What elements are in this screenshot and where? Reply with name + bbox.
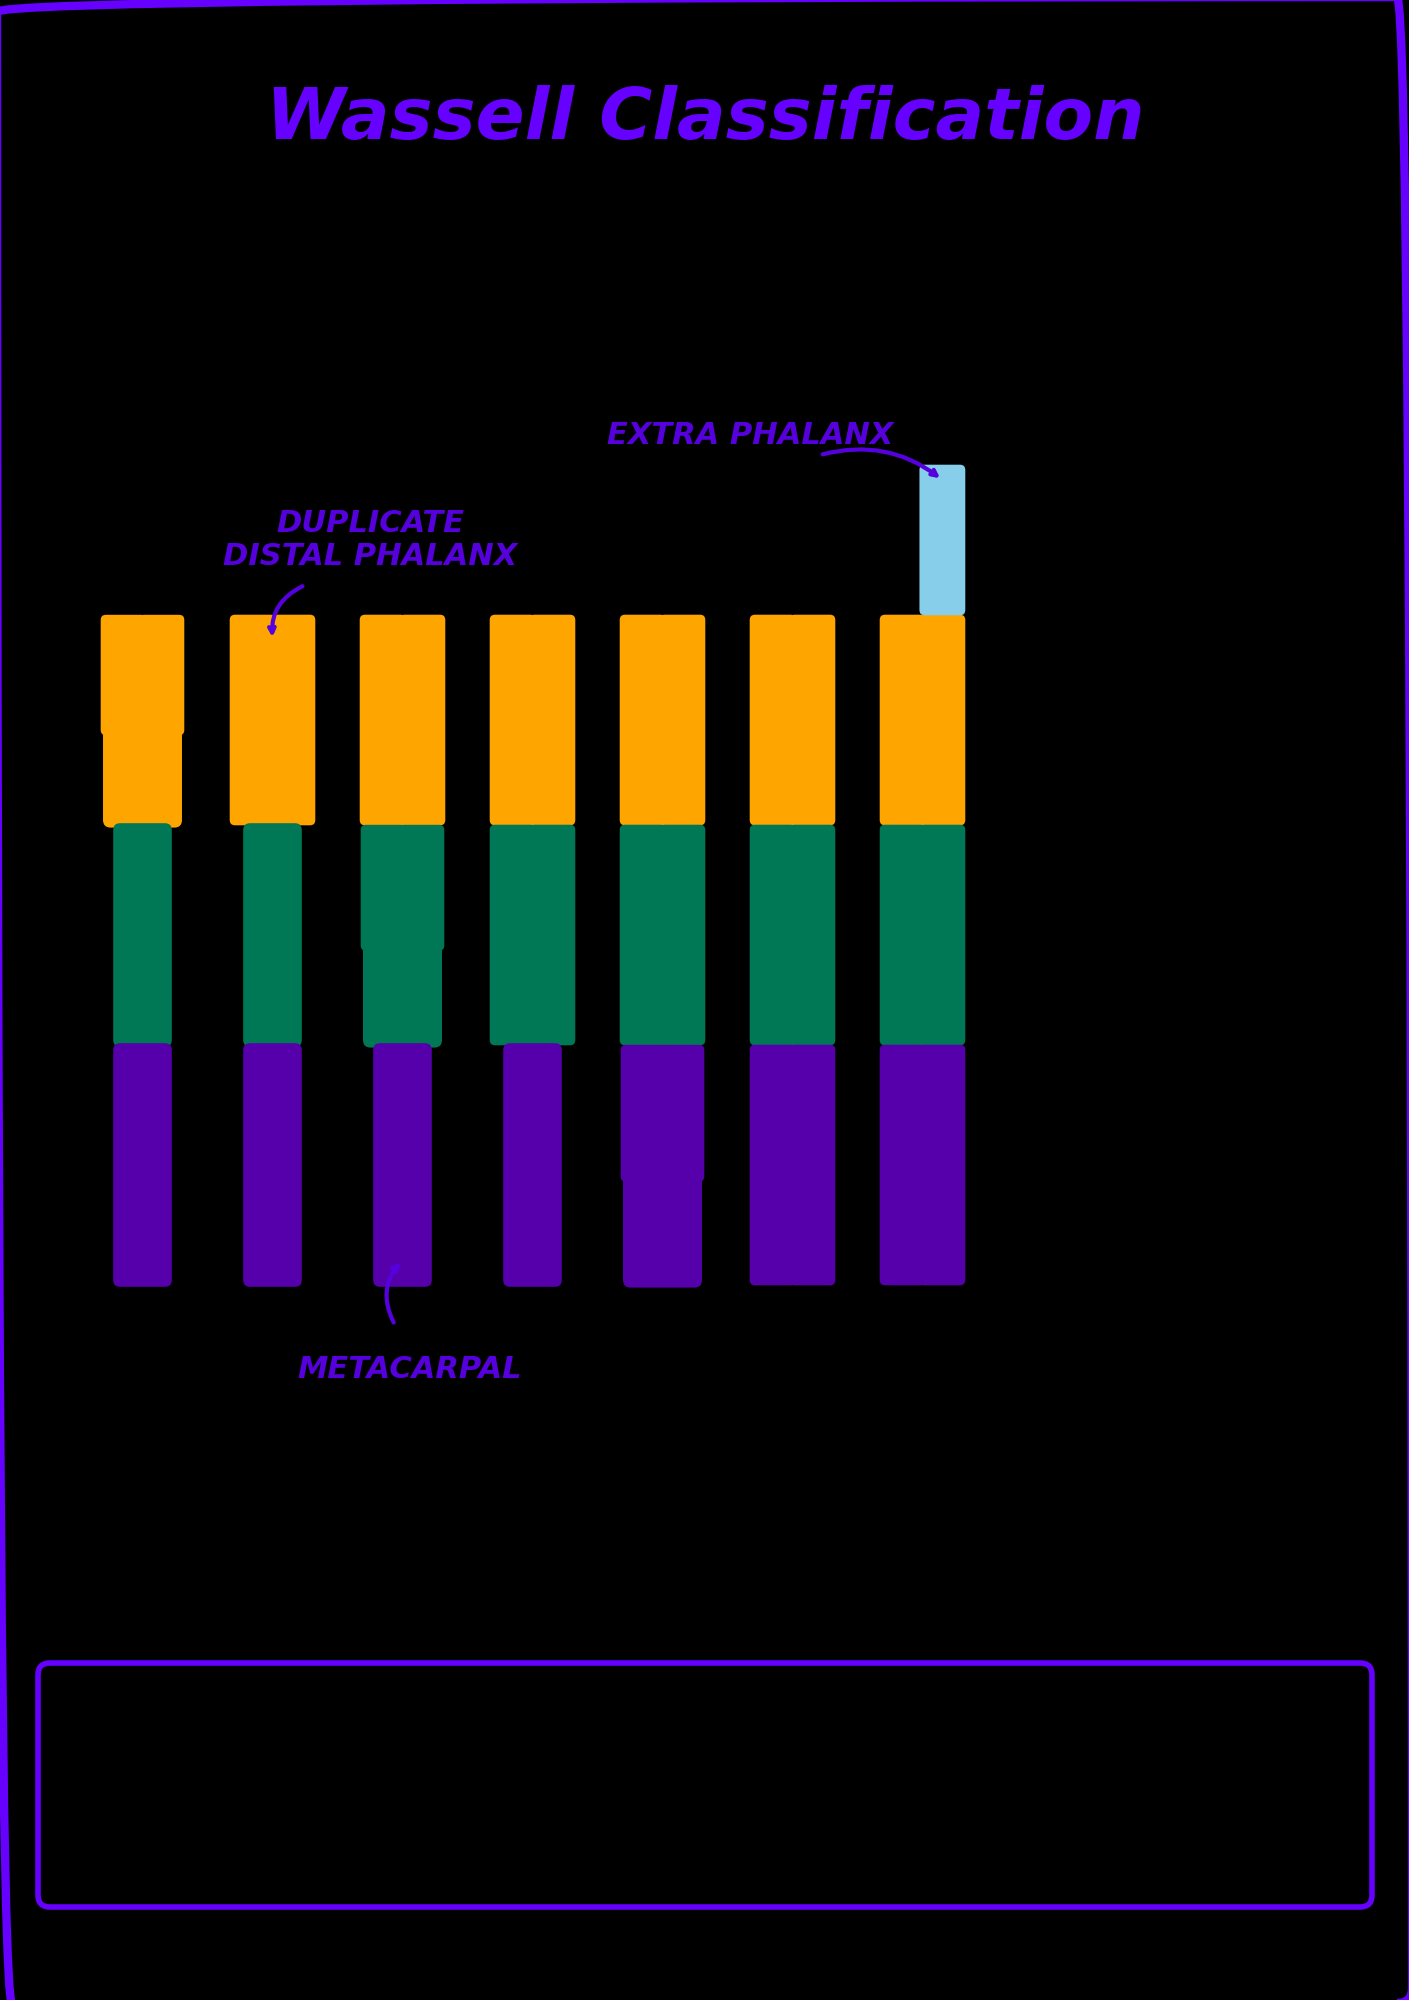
FancyBboxPatch shape (359, 614, 406, 826)
FancyBboxPatch shape (490, 614, 535, 826)
FancyBboxPatch shape (399, 824, 444, 950)
FancyBboxPatch shape (750, 614, 796, 826)
FancyBboxPatch shape (269, 614, 316, 826)
Text: EXTRA PHALANX: EXTRA PHALANX (607, 420, 893, 450)
Text: Wassell Classification: Wassell Classification (266, 86, 1144, 154)
FancyBboxPatch shape (113, 824, 172, 1046)
FancyBboxPatch shape (920, 824, 965, 1046)
FancyBboxPatch shape (230, 614, 276, 826)
Text: 🧑‍⚕️: 🧑‍⚕️ (390, 246, 469, 314)
FancyBboxPatch shape (920, 464, 965, 616)
FancyBboxPatch shape (789, 1044, 836, 1286)
FancyBboxPatch shape (659, 824, 706, 1046)
FancyBboxPatch shape (620, 614, 665, 826)
FancyBboxPatch shape (364, 922, 442, 1048)
FancyBboxPatch shape (750, 1044, 796, 1286)
FancyBboxPatch shape (789, 824, 836, 1046)
FancyBboxPatch shape (789, 614, 836, 826)
FancyBboxPatch shape (750, 824, 796, 1046)
FancyBboxPatch shape (113, 1044, 172, 1286)
FancyBboxPatch shape (621, 1044, 666, 1182)
FancyBboxPatch shape (100, 614, 147, 736)
FancyBboxPatch shape (503, 1044, 562, 1286)
FancyBboxPatch shape (879, 614, 926, 826)
FancyBboxPatch shape (373, 1044, 431, 1286)
FancyBboxPatch shape (879, 1044, 926, 1286)
FancyBboxPatch shape (38, 1662, 1372, 1908)
FancyBboxPatch shape (139, 614, 185, 736)
FancyBboxPatch shape (623, 1154, 702, 1288)
FancyBboxPatch shape (920, 614, 965, 826)
Text: DUPLICATE
DISTAL PHALANX: DUPLICATE DISTAL PHALANX (223, 508, 517, 572)
FancyBboxPatch shape (620, 824, 665, 1046)
FancyBboxPatch shape (361, 824, 406, 950)
FancyBboxPatch shape (659, 614, 706, 826)
FancyBboxPatch shape (103, 708, 182, 828)
FancyBboxPatch shape (879, 824, 926, 1046)
FancyBboxPatch shape (530, 614, 575, 826)
Text: METACARPAL: METACARPAL (297, 1356, 523, 1384)
FancyBboxPatch shape (530, 824, 575, 1046)
FancyBboxPatch shape (490, 824, 535, 1046)
FancyBboxPatch shape (244, 1044, 302, 1286)
FancyBboxPatch shape (244, 824, 302, 1046)
FancyBboxPatch shape (920, 1044, 965, 1286)
FancyBboxPatch shape (399, 614, 445, 826)
FancyBboxPatch shape (659, 1044, 704, 1182)
